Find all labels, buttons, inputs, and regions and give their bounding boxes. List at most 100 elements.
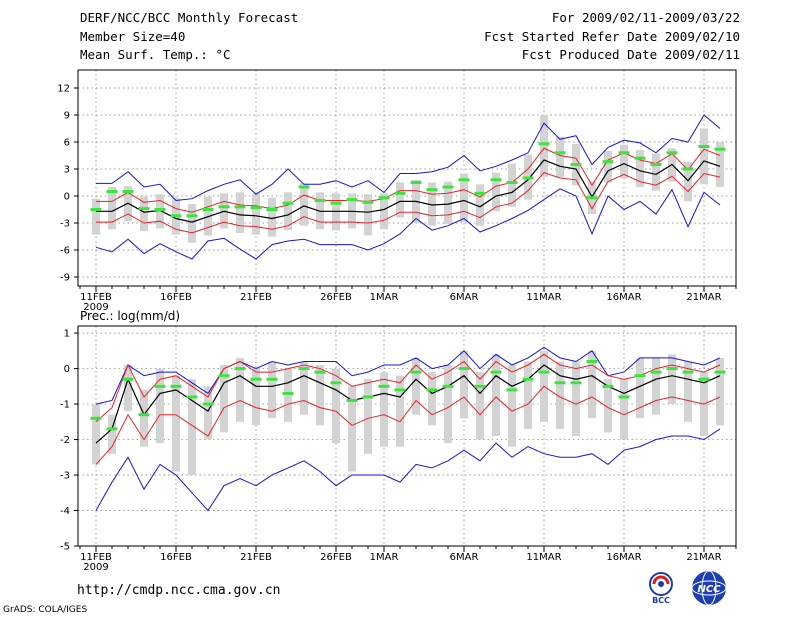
temp-ytick-label: -3 [60,219,70,230]
temp-median-marker [426,188,438,192]
prec-xtick-label: 21MAR [686,552,721,563]
prec-quartile-box [556,361,564,429]
temp-median-marker [650,163,662,166]
prec-quartile-box [508,365,516,447]
temp-median-marker [586,196,598,200]
prec-median-marker [570,381,582,385]
prec-median-marker [602,384,614,388]
temp-quartile-box [108,187,116,230]
temp-xtick-label: 6MAR [450,292,479,303]
prec-quartile-box [300,361,308,415]
prec-quartile-box [652,357,660,415]
temp-median-marker [346,198,358,202]
prec-median-marker [410,370,422,374]
temp-ytick-label: 9 [64,111,70,122]
temp-median-marker [170,214,182,218]
prec-xtick-label: 16MAR [606,552,641,563]
prec-xtick-label: 11FEB [80,552,112,563]
prec-quartile-box [140,389,148,447]
temp-median-marker [282,201,294,205]
prec-median-marker [474,384,486,388]
temp-xtick-label: 16MAR [606,292,641,303]
temp-quartile-box [396,182,404,218]
prec-quartile-box [284,368,292,422]
temp-quartile-box [652,153,660,191]
temp-quartile-box [684,161,692,202]
prec-median-marker [426,388,438,392]
temp-median-marker [666,151,678,155]
temp-ytick-label: -6 [60,246,70,257]
prec-median-marker [634,374,646,378]
temp-xtick-label: 16FEB [160,292,192,303]
prec-quartile-box [364,379,372,454]
prec-median-marker [282,391,294,395]
temp-max-line [96,114,721,202]
prec-median-marker [170,384,182,388]
forecast-period: For 2009/02/11-2009/03/22 [551,10,740,25]
prec-year-label: 2009 [83,562,108,573]
prec-quartile-box [492,354,500,436]
temp-median-marker [250,206,262,210]
temp-quartile-box [188,204,196,243]
prec-quartile-box [172,375,180,472]
prec-xtick-label: 26FEB [320,552,352,563]
prec-ytick-label: 0 [64,364,70,375]
prec-quartile-box [476,372,484,440]
temp-median-marker [266,208,278,211]
prec-median-marker [506,388,518,392]
prec-median-marker [554,381,566,385]
temp-quartile-box [364,194,372,236]
prec-median-marker [346,399,358,403]
temp-lower-spread-line [96,172,721,234]
prec-ytick-label: -3 [60,471,70,482]
temp-median-marker [90,208,102,211]
prec-quartile-box [268,361,276,419]
prec-xtick-label: 21FEB [240,552,272,563]
temp-median-marker [362,200,374,204]
temp-median-marker [394,191,406,195]
temp-median-marker [314,199,326,202]
temp-median-marker [618,151,630,155]
prec-ytick-label: -1 [60,400,70,411]
prec-quartile-box [188,379,196,476]
prec-quartile-box [380,372,388,447]
prec-xtick-label: 16FEB [160,552,192,563]
temp-xtick-label: 26FEB [320,292,352,303]
prec-median-marker [666,367,678,371]
temp-median-marker [634,156,646,160]
temp-quartile-box [460,173,468,223]
produced-date: Fcst Produced Date 2009/02/11 [521,47,740,62]
ncc-logo-longitude-icon [701,570,717,606]
temp-quartile-box [556,136,564,178]
temp-ytick-label: 0 [64,192,70,203]
prec-median-marker [154,384,166,388]
bcc-logo: BCC [649,572,673,605]
temp-quartile-box [508,163,516,207]
prec-quartile-box [684,361,692,422]
prec-median-marker [202,402,214,406]
temp-quartile-box [236,192,244,233]
prec-quartile-box [444,365,452,444]
temp-median-marker [682,167,694,171]
temp-mean-line [96,159,721,223]
forecast-title: DERF/NCC/BCC Monthly Forecast [80,10,299,25]
prec-quartile-box [204,386,212,440]
prec-quartile-box [460,350,468,419]
temp-median-marker [538,142,550,146]
prec-quartile-box [316,365,324,426]
temp-median-marker [106,190,118,193]
prec-quartile-box [332,368,340,444]
temp-ytick-label: 6 [64,138,70,149]
prec-median-marker [218,374,230,378]
prec-median-marker [186,395,198,399]
temp-median-marker [298,185,310,189]
temp-median-marker [490,178,502,182]
temp-quartile-box [636,150,644,187]
source-url[interactable]: http://cmdp.ncc.cma.gov.cn [77,583,281,598]
temp-frame [77,69,737,287]
temp-median-marker [122,190,134,193]
prec-quartile-box [236,357,244,422]
prec-median-marker [394,388,406,392]
prec-median-marker [298,367,310,371]
prec-median-marker [330,381,342,385]
